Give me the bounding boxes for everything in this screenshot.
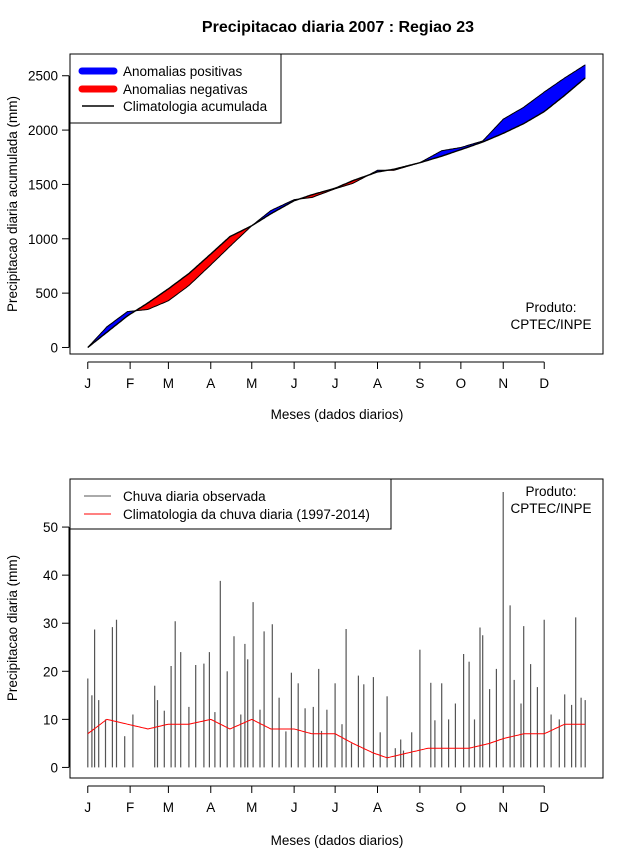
x-tick-label: F [126, 376, 134, 391]
x-tick-label: A [373, 376, 382, 391]
x-axis-label-top: Meses (dados diarios) [271, 407, 404, 422]
climatology-line-layer [87, 718, 586, 759]
x-tick-label: O [456, 800, 467, 815]
chart-title: Precipitacao diaria 2007 : Regiao 23 [202, 19, 474, 36]
product-annotation-line1: Produto: [525, 300, 576, 315]
product-annotation-line2-bottom: CPTEC/INPE [510, 501, 591, 516]
legend-bottom: Chuva diaria observada Climatologia da c… [69, 478, 392, 530]
y-tick-label: 0 [50, 340, 58, 355]
daily-bars-layer [87, 492, 586, 768]
y-axis-top: 0 500 1000 1500 2000 2500 [28, 69, 70, 355]
x-tick-label: N [498, 376, 508, 391]
y-tick-label: 0 [50, 760, 58, 775]
x-tick-label: J [332, 800, 339, 815]
legend-top: Anomalias positivas Anomalias negativas … [69, 53, 282, 124]
legend-label-positive: Anomalias positivas [123, 64, 243, 79]
y-tick-label: 1500 [28, 177, 58, 192]
y-tick-label: 500 [35, 286, 58, 301]
x-tick-label: J [84, 376, 91, 391]
legend-label-climatology-daily: Climatologia da chuva diaria (1997-2014) [123, 507, 370, 522]
product-annotation-line2: CPTEC/INPE [510, 317, 591, 332]
x-tick-label: M [163, 800, 174, 815]
x-tick-label: D [539, 376, 549, 391]
series-line-layer [87, 64, 586, 349]
legend-label-climatology: Climatologia acumulada [123, 99, 268, 114]
y-tick-label: 40 [43, 568, 58, 583]
x-tick-label: J [291, 376, 298, 391]
x-tick-label: A [206, 800, 215, 815]
x-tick-label: F [126, 800, 134, 815]
daily-precipitation-panel: 0 10 20 30 40 50 J F M A M J J A S O N D Meses (dados di… [5, 478, 604, 848]
x-tick-label: J [84, 800, 91, 815]
climatology-cumulative-line [87, 77, 586, 349]
x-tick-label: A [373, 800, 382, 815]
x-tick-label: S [415, 376, 424, 391]
x-tick-label: M [163, 376, 174, 391]
x-tick-label: D [539, 800, 549, 815]
x-tick-label: S [415, 800, 424, 815]
y-axis-label-bottom: Precipitacao diaria (mm) [5, 555, 20, 701]
y-tick-label: 1000 [28, 232, 58, 247]
y-tick-label: 2000 [28, 123, 58, 138]
x-axis-label-bottom: Meses (dados diarios) [271, 833, 404, 848]
legend-label-observed: Chuva diaria observada [123, 489, 266, 504]
y-tick-label: 2500 [28, 69, 58, 84]
x-tick-label: M [246, 800, 257, 815]
x-tick-label: O [456, 376, 467, 391]
y-tick-label: 30 [43, 616, 58, 631]
y-axis-label-top: Precipitacao diaria acumulada (mm) [5, 96, 20, 312]
y-tick-label: 20 [43, 664, 58, 679]
legend-label-negative: Anomalias negativas [123, 82, 248, 97]
y-tick-label: 10 [43, 712, 58, 727]
y-axis-bottom: 0 10 20 30 40 50 [43, 520, 70, 775]
x-tick-label: J [332, 376, 339, 391]
positive-anomaly-segment [583, 64, 586, 80]
x-tick-label: A [206, 376, 215, 391]
x-tick-label: J [291, 800, 298, 815]
plot-frame-top [69, 53, 604, 355]
cumulative-precipitation-panel: 0 500 1000 1500 2000 2500 J F M A M J J A S O N D Meses … [5, 53, 604, 422]
product-annotation-line1-bottom: Produto: [525, 484, 576, 499]
x-tick-label: M [246, 376, 257, 391]
daily-climatology-line [87, 718, 586, 759]
y-tick-label: 50 [43, 520, 58, 535]
x-tick-label: N [498, 800, 508, 815]
legend-box-bottom [69, 478, 392, 530]
